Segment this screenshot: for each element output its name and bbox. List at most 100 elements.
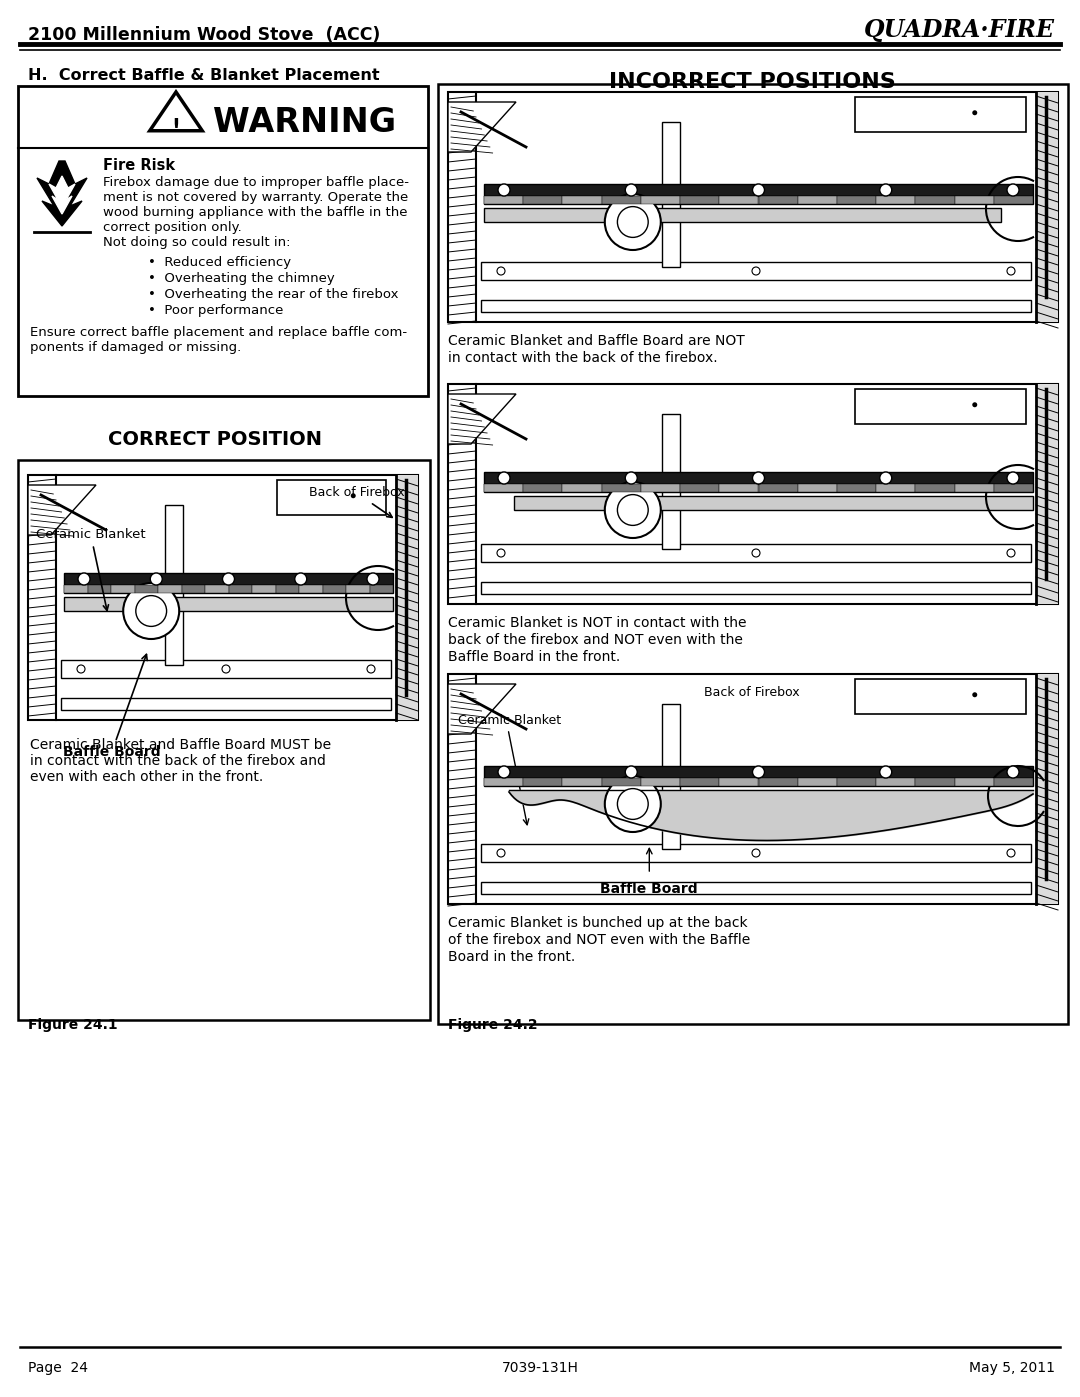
Circle shape [752,267,760,275]
Bar [64,585,393,592]
Text: of the firebox and NOT even with the Baffle: of the firebox and NOT even with the Baf… [448,933,751,947]
Bar [299,585,323,592]
Text: !: ! [172,117,180,137]
Circle shape [1007,184,1020,196]
Bar [484,778,523,787]
Bar [661,122,679,267]
Polygon shape [448,394,516,444]
Bar [955,196,994,204]
Polygon shape [37,161,87,226]
Bar [481,583,1031,594]
Circle shape [498,184,510,196]
Text: INCORRECT POSITIONS: INCORRECT POSITIONS [609,73,895,92]
Circle shape [625,184,637,196]
Bar [60,659,391,678]
Text: Back of Firebox: Back of Firebox [704,686,800,698]
Bar [481,300,1031,312]
Bar [758,778,798,787]
Bar [64,597,393,610]
Text: Ceramic Blanket is NOT in contact with the: Ceramic Blanket is NOT in contact with t… [448,616,746,630]
Polygon shape [49,176,75,214]
Circle shape [605,482,661,538]
Bar [855,388,1026,425]
Bar [484,766,1032,778]
Bar [640,778,680,787]
Circle shape [222,665,230,673]
Bar [481,543,1031,562]
Bar [602,196,640,204]
Text: back of the firebox and NOT even with the: back of the firebox and NOT even with th… [448,633,743,647]
Circle shape [752,549,760,557]
Bar [876,778,916,787]
Bar [876,483,916,492]
Text: Ceramic Blanket is bunched up at the back: Ceramic Blanket is bunched up at the bac… [448,916,747,930]
Circle shape [1007,549,1015,557]
Bar [484,208,1001,222]
Text: Firebox damage due to improper baffle place-: Firebox damage due to improper baffle pl… [103,176,409,189]
Bar [484,483,523,492]
Circle shape [972,402,977,408]
Circle shape [880,472,892,483]
Bar [661,414,679,549]
Bar [523,483,563,492]
Circle shape [618,495,648,525]
Text: Page  24: Page 24 [28,1361,87,1375]
Bar [758,483,798,492]
Circle shape [618,207,648,237]
Circle shape [1007,849,1015,856]
Circle shape [497,849,505,856]
Circle shape [1007,766,1020,778]
Bar [798,483,837,492]
Bar [229,585,252,592]
Circle shape [972,110,977,115]
Circle shape [295,573,307,585]
Bar [680,196,719,204]
Circle shape [605,775,661,833]
Circle shape [1007,267,1015,275]
Circle shape [351,493,355,499]
Text: QUADRA·FIRE: QUADRA·FIRE [864,18,1055,42]
Bar [28,475,418,719]
Circle shape [753,472,765,483]
Bar [640,196,680,204]
Text: May 5, 2011: May 5, 2011 [969,1361,1055,1375]
Text: WARNING: WARNING [213,106,396,140]
Bar [719,778,758,787]
Polygon shape [150,92,202,131]
Circle shape [136,595,166,626]
Bar [438,84,1068,1024]
Bar [111,585,135,592]
Text: Ceramic Blanket and Baffle Board MUST be: Ceramic Blanket and Baffle Board MUST be [30,738,332,752]
Circle shape [497,267,505,275]
Bar [719,196,758,204]
Bar [60,698,391,710]
Circle shape [367,573,379,585]
Bar [837,778,876,787]
Circle shape [752,849,760,856]
Bar [916,778,955,787]
Bar [481,882,1031,894]
Text: •  Poor performance: • Poor performance [148,305,283,317]
Text: H.  Correct Baffle & Blanket Placement: H. Correct Baffle & Blanket Placement [28,68,380,82]
Bar [396,475,418,719]
Bar [205,585,229,592]
Bar [523,778,563,787]
Bar [369,585,393,592]
Text: •  Reduced efficiency: • Reduced efficiency [148,256,292,270]
Bar [484,196,523,204]
Bar [252,585,275,592]
Text: in contact with the back of the firebox and: in contact with the back of the firebox … [30,754,326,768]
Bar [916,483,955,492]
Bar [523,196,563,204]
Bar [719,483,758,492]
Bar [602,483,640,492]
Bar [484,483,1032,492]
Circle shape [625,472,637,483]
Bar [798,778,837,787]
Circle shape [618,788,648,820]
Bar [346,585,369,592]
Bar [18,460,430,1020]
Bar [276,481,386,515]
Circle shape [605,194,661,250]
Bar [484,184,1032,196]
